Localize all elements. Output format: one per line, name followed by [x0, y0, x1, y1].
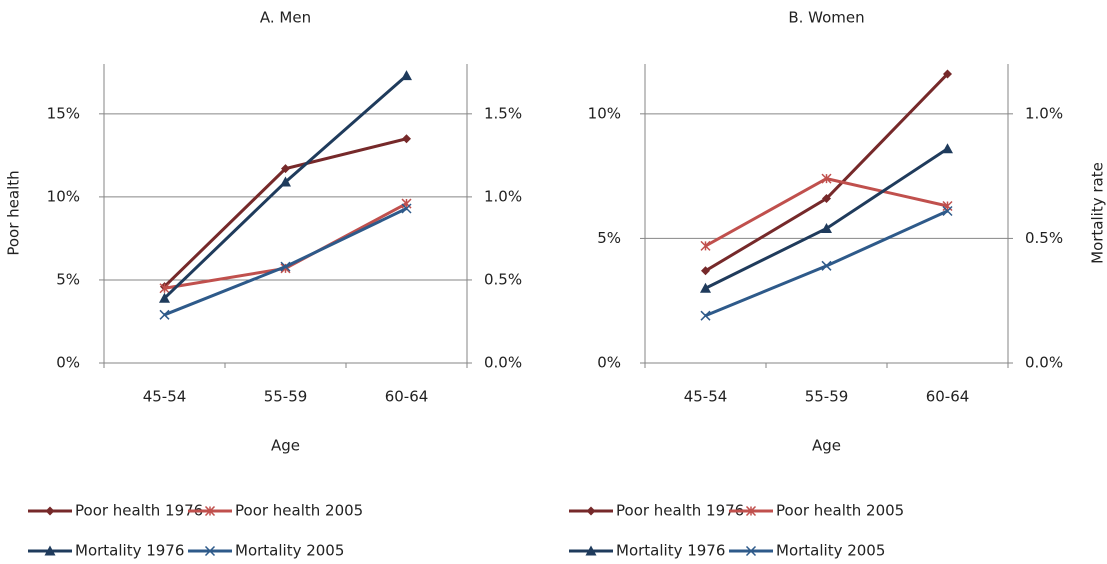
series-line	[164, 202, 408, 290]
y-tick-label: 5%	[597, 229, 621, 247]
y2-axis-label: Mortality rate	[1089, 162, 1107, 264]
y-tick-label: 10%	[47, 187, 80, 205]
marker	[280, 261, 291, 272]
y2-tick-label: 0.5%	[1025, 229, 1063, 247]
marker	[280, 176, 291, 187]
marker	[942, 143, 953, 154]
marker	[943, 69, 952, 79]
x-tick-label: 55-59	[264, 388, 308, 406]
legend-marker	[745, 545, 757, 557]
legend-marker	[45, 506, 55, 516]
y-tick-label: 0%	[56, 354, 80, 372]
y-tick-label: 15%	[47, 104, 80, 122]
y2-tick-label: 0.5%	[484, 270, 522, 288]
marker	[281, 164, 290, 174]
legend-label: Mortality 1976	[75, 542, 184, 560]
legend-marker	[585, 545, 597, 556]
marker	[821, 222, 832, 233]
legend-label: Poor health 1976	[75, 502, 203, 520]
marker	[159, 283, 170, 294]
y-tick-label: 10%	[588, 104, 621, 122]
marker	[159, 292, 170, 303]
chart-title: A. Men	[260, 9, 311, 27]
legend-label: Poor health 2005	[776, 502, 904, 520]
y2-tick-label: 0.0%	[484, 354, 522, 372]
legend-label: Mortality 1976	[616, 542, 725, 560]
legend-label: Mortality 2005	[235, 542, 344, 560]
x-tick-label: 45-54	[684, 388, 728, 406]
y2-tick-label: 1.0%	[1025, 104, 1063, 122]
marker	[401, 203, 412, 214]
y2-tick-label: 1.5%	[484, 104, 522, 122]
x-tick-label: 60-64	[926, 388, 970, 406]
y-axis-label: Poor health	[5, 170, 23, 255]
x-tick-label: 55-59	[805, 388, 849, 406]
y-tick-label: 5%	[56, 270, 80, 288]
marker	[701, 266, 710, 276]
y2-tick-label: 0.0%	[1025, 354, 1063, 372]
x-axis-label: Age	[271, 437, 300, 455]
marker	[822, 194, 831, 204]
legend-label: Mortality 2005	[776, 542, 885, 560]
series-line	[704, 177, 948, 248]
marker	[700, 240, 711, 251]
legend-label: Poor health 2005	[235, 502, 363, 520]
marker	[402, 134, 411, 144]
chart-title: B. Women	[788, 9, 864, 27]
x-tick-label: 45-54	[143, 388, 187, 406]
marker	[159, 309, 170, 320]
marker	[700, 282, 711, 293]
marker	[821, 260, 832, 271]
y-tick-label: 0%	[597, 354, 621, 372]
marker	[700, 310, 711, 321]
legend-marker	[44, 545, 56, 556]
legend-marker	[586, 506, 596, 516]
y2-tick-label: 1.0%	[484, 187, 522, 205]
marker	[401, 70, 412, 81]
x-tick-label: 60-64	[385, 388, 429, 406]
x-axis-label: Age	[812, 437, 841, 455]
legend-marker	[204, 545, 216, 557]
marker	[821, 173, 832, 184]
legend-marker	[204, 505, 216, 517]
marker	[942, 205, 953, 217]
legend-label: Poor health 1976	[616, 502, 744, 520]
legend-marker	[745, 505, 757, 517]
